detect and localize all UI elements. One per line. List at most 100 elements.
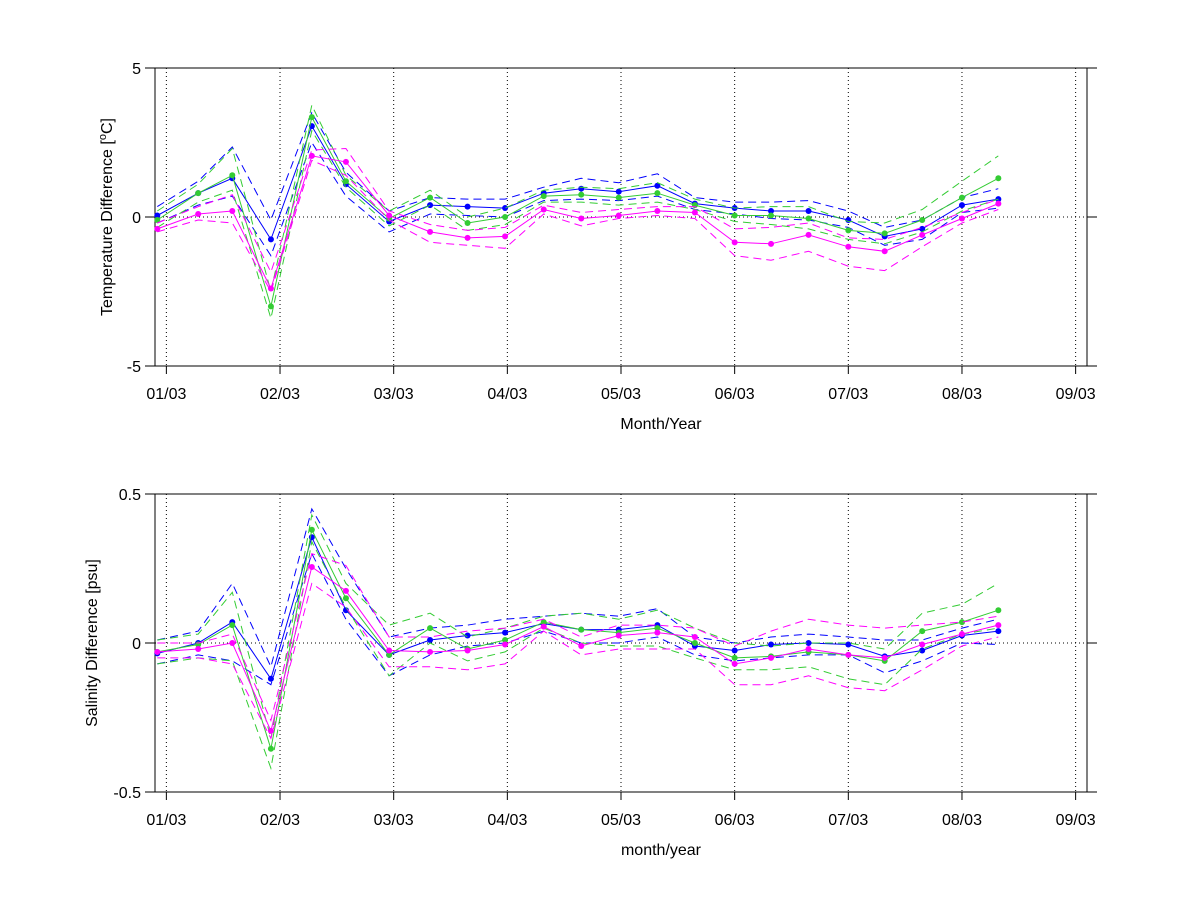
series-point bbox=[919, 225, 926, 232]
x-axis-label: Month/Year bbox=[620, 416, 702, 433]
series-point bbox=[464, 647, 471, 654]
series-point bbox=[691, 634, 698, 641]
series-point bbox=[995, 622, 1002, 629]
x-tick-label: 02/03 bbox=[260, 812, 300, 829]
series-point bbox=[768, 240, 775, 247]
series-point bbox=[691, 640, 698, 646]
series-point bbox=[805, 645, 812, 652]
series-lower-bound-line bbox=[157, 159, 999, 293]
series-point bbox=[267, 727, 274, 734]
y-tick-label: 5 bbox=[132, 61, 141, 78]
series-point bbox=[578, 626, 585, 633]
series-point bbox=[881, 230, 888, 237]
series-point bbox=[427, 194, 434, 201]
series-point bbox=[427, 637, 434, 644]
series-point bbox=[502, 641, 509, 648]
series-point bbox=[578, 185, 585, 192]
salinity-panel: -0.5 0 0.5 01/03 02/03 03/03 04/03 05/03 06/03 07… bbox=[84, 487, 1097, 859]
series-point bbox=[919, 628, 926, 635]
x-tick-label: 03/03 bbox=[374, 386, 414, 403]
x-tick-label: 01/03 bbox=[146, 812, 186, 829]
x-tick-label: 02/03 bbox=[260, 386, 300, 403]
series-lower-bound-line bbox=[157, 129, 999, 321]
series-point bbox=[154, 648, 161, 655]
series-point bbox=[308, 152, 315, 159]
series-point bbox=[229, 208, 236, 215]
x-tick-label: 09/03 bbox=[1056, 812, 1096, 829]
series-point bbox=[995, 200, 1002, 207]
series-point bbox=[731, 239, 738, 246]
series-point bbox=[308, 564, 315, 571]
series-point bbox=[502, 233, 509, 240]
series-point bbox=[805, 215, 812, 222]
series-point bbox=[768, 208, 775, 215]
series-point bbox=[464, 632, 471, 639]
series-point bbox=[308, 526, 315, 533]
series-point bbox=[881, 248, 888, 255]
x-tick-label: 05/03 bbox=[601, 386, 641, 403]
series-point bbox=[768, 212, 775, 219]
series-point bbox=[654, 625, 661, 632]
series-point bbox=[427, 648, 434, 655]
series-point bbox=[427, 625, 434, 632]
series-point bbox=[731, 654, 738, 661]
series-point bbox=[845, 641, 852, 648]
x-tick-label: 07/03 bbox=[828, 386, 868, 403]
series-point bbox=[805, 231, 812, 238]
series-point bbox=[578, 191, 585, 198]
series-point bbox=[845, 651, 852, 658]
series-point bbox=[615, 632, 622, 639]
series-point bbox=[540, 193, 547, 200]
series-point bbox=[845, 243, 852, 250]
series-point bbox=[195, 645, 202, 652]
series-point bbox=[919, 641, 926, 648]
x-tick-label: 03/03 bbox=[374, 812, 414, 829]
series-point bbox=[995, 175, 1002, 182]
x-tick-label: 01/03 bbox=[146, 386, 186, 403]
series-point bbox=[229, 172, 236, 179]
series-point bbox=[919, 216, 926, 223]
series-point bbox=[540, 619, 547, 626]
series-point bbox=[691, 209, 698, 216]
series-point bbox=[342, 178, 349, 185]
y-axis-label: Salinity Difference [psu] bbox=[84, 559, 101, 727]
series-point bbox=[267, 285, 274, 292]
series-point bbox=[195, 211, 202, 218]
series-point bbox=[267, 236, 274, 243]
series-point bbox=[958, 202, 965, 209]
series-point bbox=[654, 190, 661, 197]
series-point bbox=[731, 660, 738, 667]
series-point bbox=[386, 212, 393, 219]
x-tick-label: 06/03 bbox=[715, 386, 755, 403]
series-point bbox=[308, 114, 315, 121]
series-lower-bound-line bbox=[157, 540, 999, 771]
series-point bbox=[386, 651, 393, 658]
series-point bbox=[919, 231, 926, 238]
series-point bbox=[654, 182, 661, 189]
series-upper-bound-line bbox=[157, 147, 999, 274]
y-tick-label: 0.5 bbox=[119, 487, 141, 504]
series-point bbox=[386, 647, 393, 654]
series-upper-bound-line bbox=[157, 111, 999, 228]
series-point bbox=[731, 212, 738, 219]
series-point bbox=[195, 190, 202, 197]
series-point bbox=[464, 219, 471, 226]
series-point bbox=[845, 227, 852, 234]
series-upper-bound-line bbox=[157, 552, 999, 723]
series-mean-line bbox=[157, 566, 999, 733]
series-point bbox=[805, 640, 812, 646]
series-point bbox=[654, 208, 661, 215]
series-upper-bound-line bbox=[157, 507, 999, 669]
series-point bbox=[502, 214, 509, 220]
series-point bbox=[427, 202, 434, 209]
series-point bbox=[768, 654, 775, 661]
series-lower-bound-line bbox=[157, 141, 999, 257]
series-point bbox=[654, 629, 661, 636]
series-point bbox=[229, 640, 236, 646]
series-upper-bound-line bbox=[157, 103, 999, 292]
y-tick-label: 0 bbox=[132, 636, 141, 653]
series-point bbox=[615, 212, 622, 219]
series-point bbox=[958, 215, 965, 222]
x-tick-label: 05/03 bbox=[601, 812, 641, 829]
series-point bbox=[540, 623, 547, 630]
